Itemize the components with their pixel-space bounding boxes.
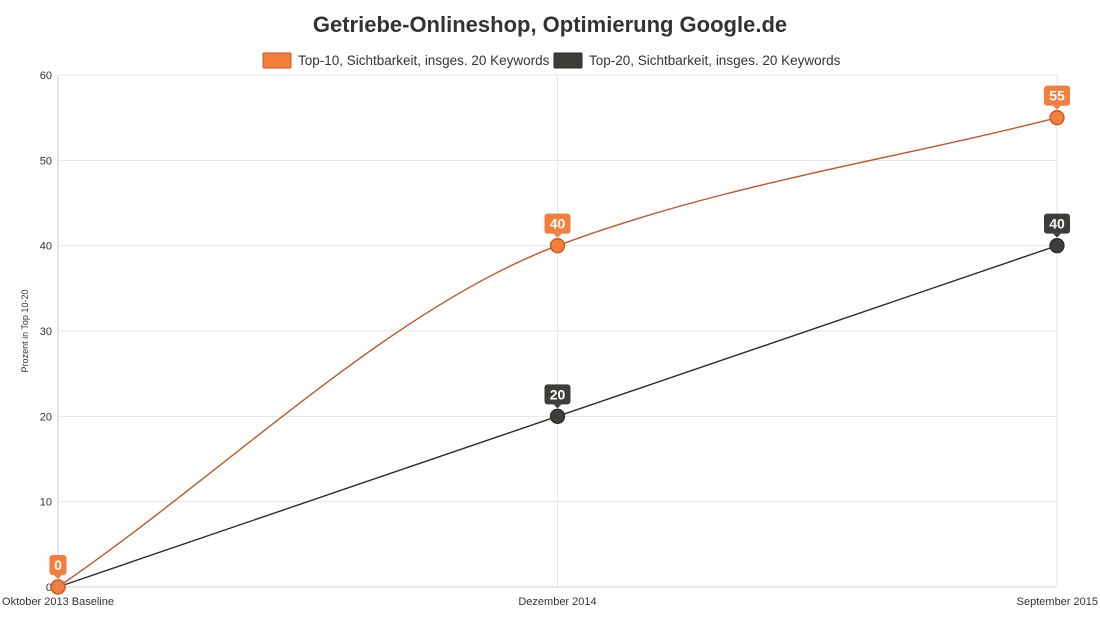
data-label-box <box>1044 213 1070 234</box>
series-layer <box>50 110 1065 595</box>
data-point <box>50 579 66 595</box>
data-label-text: 0 <box>54 557 62 573</box>
data-label-pointer <box>1053 105 1061 110</box>
legend-label: Top-20, Sichtbarkeit, insges. 20 Keyword… <box>589 53 841 68</box>
y-axis-label: Prozent in Top 10-20 <box>20 290 30 373</box>
data-label-text: 20 <box>550 386 566 402</box>
legend-swatch <box>553 52 583 69</box>
data-label-box <box>1044 85 1070 106</box>
data-label: 40 <box>544 213 571 238</box>
axes: 0 10 20 30 40 50 60 Oktober 2013 Baseline Dezemb… <box>2 70 1098 608</box>
y-tick-label: 20 <box>40 411 52 423</box>
y-tick-label: 30 <box>40 326 52 338</box>
data-label-box <box>49 555 67 575</box>
data-point <box>549 238 566 254</box>
y-tick-label: 0 <box>46 582 52 594</box>
data-point <box>1049 238 1065 254</box>
y-tick-label: 10 <box>40 497 52 509</box>
x-tick-label: Dezember 2014 <box>518 596 596 608</box>
data-label-pointer <box>553 404 562 409</box>
data-label-pointer <box>553 233 562 238</box>
legend: Top-10, Sichtbarkeit, insges. 20 Keyword… <box>262 52 841 69</box>
chart-title: Getriebe-Onlineshop, Optimierung Google.… <box>313 12 787 37</box>
data-label-text: 55 <box>1049 88 1065 104</box>
data-label: 20 <box>544 384 571 409</box>
data-label-text: 40 <box>550 216 566 232</box>
data-label: 40 <box>1044 213 1070 238</box>
data-label: 55 <box>1044 85 1070 110</box>
legend-label: Top-10, Sichtbarkeit, insges. 20 Keyword… <box>298 53 550 68</box>
legend-swatch <box>262 52 292 69</box>
x-tick-label: Oktober 2013 Baseline <box>2 596 114 608</box>
data-labels-layer: 0 40 55 20 40 <box>49 85 1070 579</box>
data-label-box <box>544 384 571 405</box>
data-label: 0 <box>49 555 67 579</box>
y-tick-label: 60 <box>40 70 52 82</box>
y-tick-label: 50 <box>40 155 52 167</box>
data-label-box <box>544 213 571 234</box>
data-point <box>549 408 566 424</box>
x-tick-label: September 2015 <box>1017 596 1098 608</box>
data-label-pointer <box>1053 233 1061 238</box>
data-point <box>1049 110 1065 126</box>
data-label-pointer <box>54 575 62 579</box>
y-tick-label: 40 <box>40 241 52 253</box>
data-label-text: 40 <box>1049 216 1065 232</box>
